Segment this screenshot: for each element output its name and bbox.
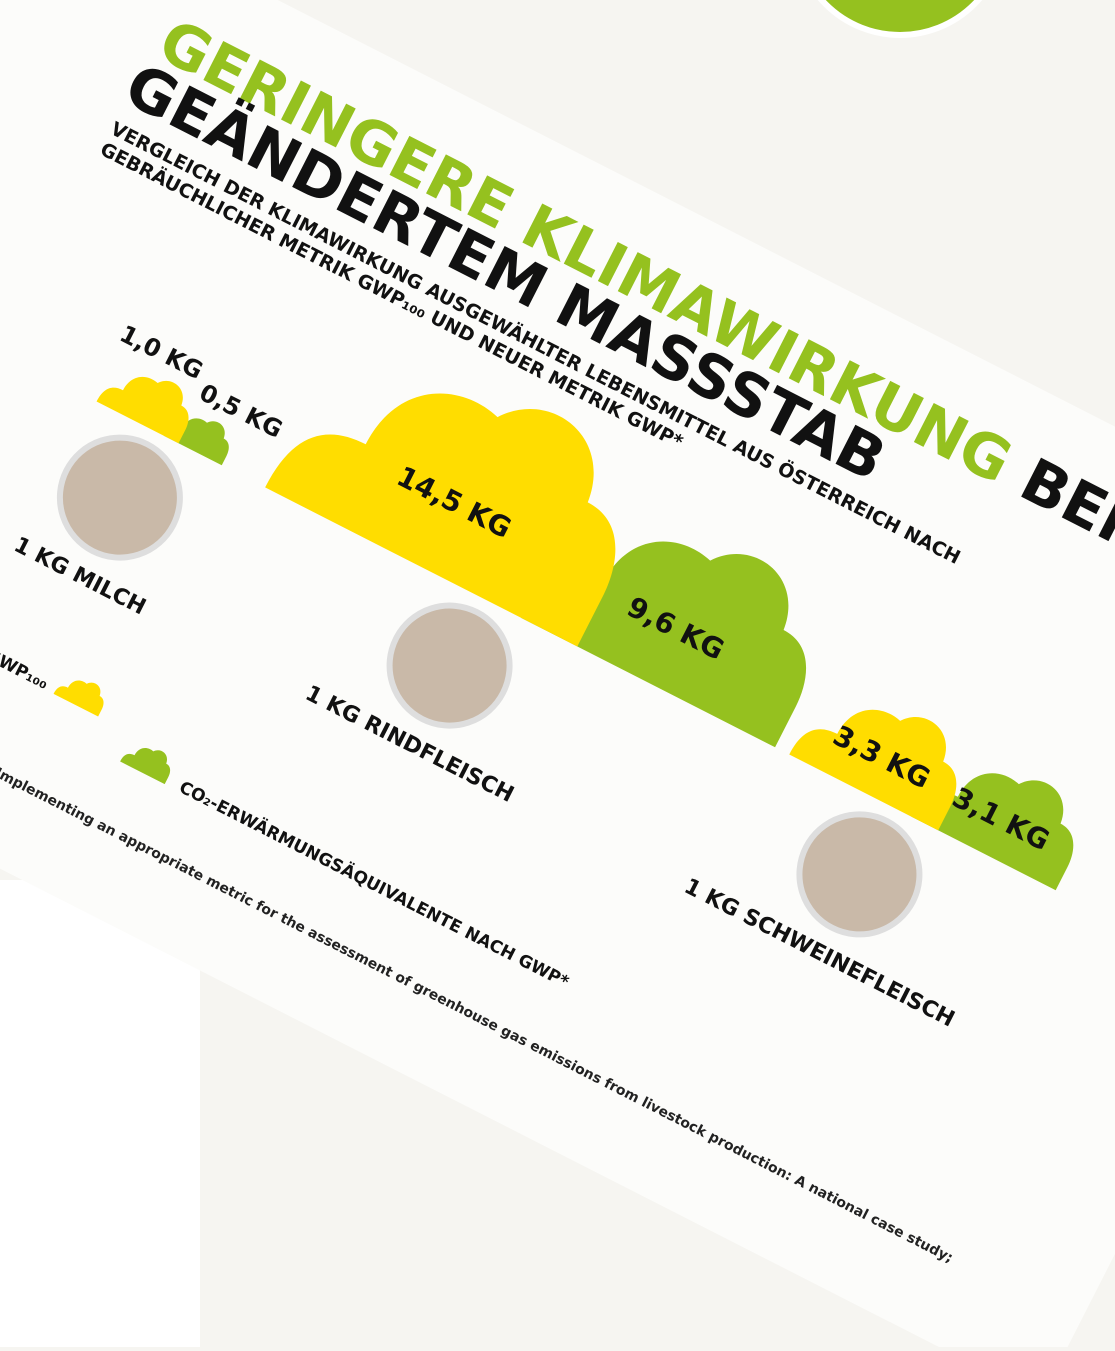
chart: GERINGERE KLIMAWIRKUNG BEI GEÄNDERTEM MA…: [0, 0, 1115, 1347]
badge: [795, 0, 1005, 35]
page: {"chart_data": {"type": "cloud", "title"…: [0, 0, 1115, 1347]
